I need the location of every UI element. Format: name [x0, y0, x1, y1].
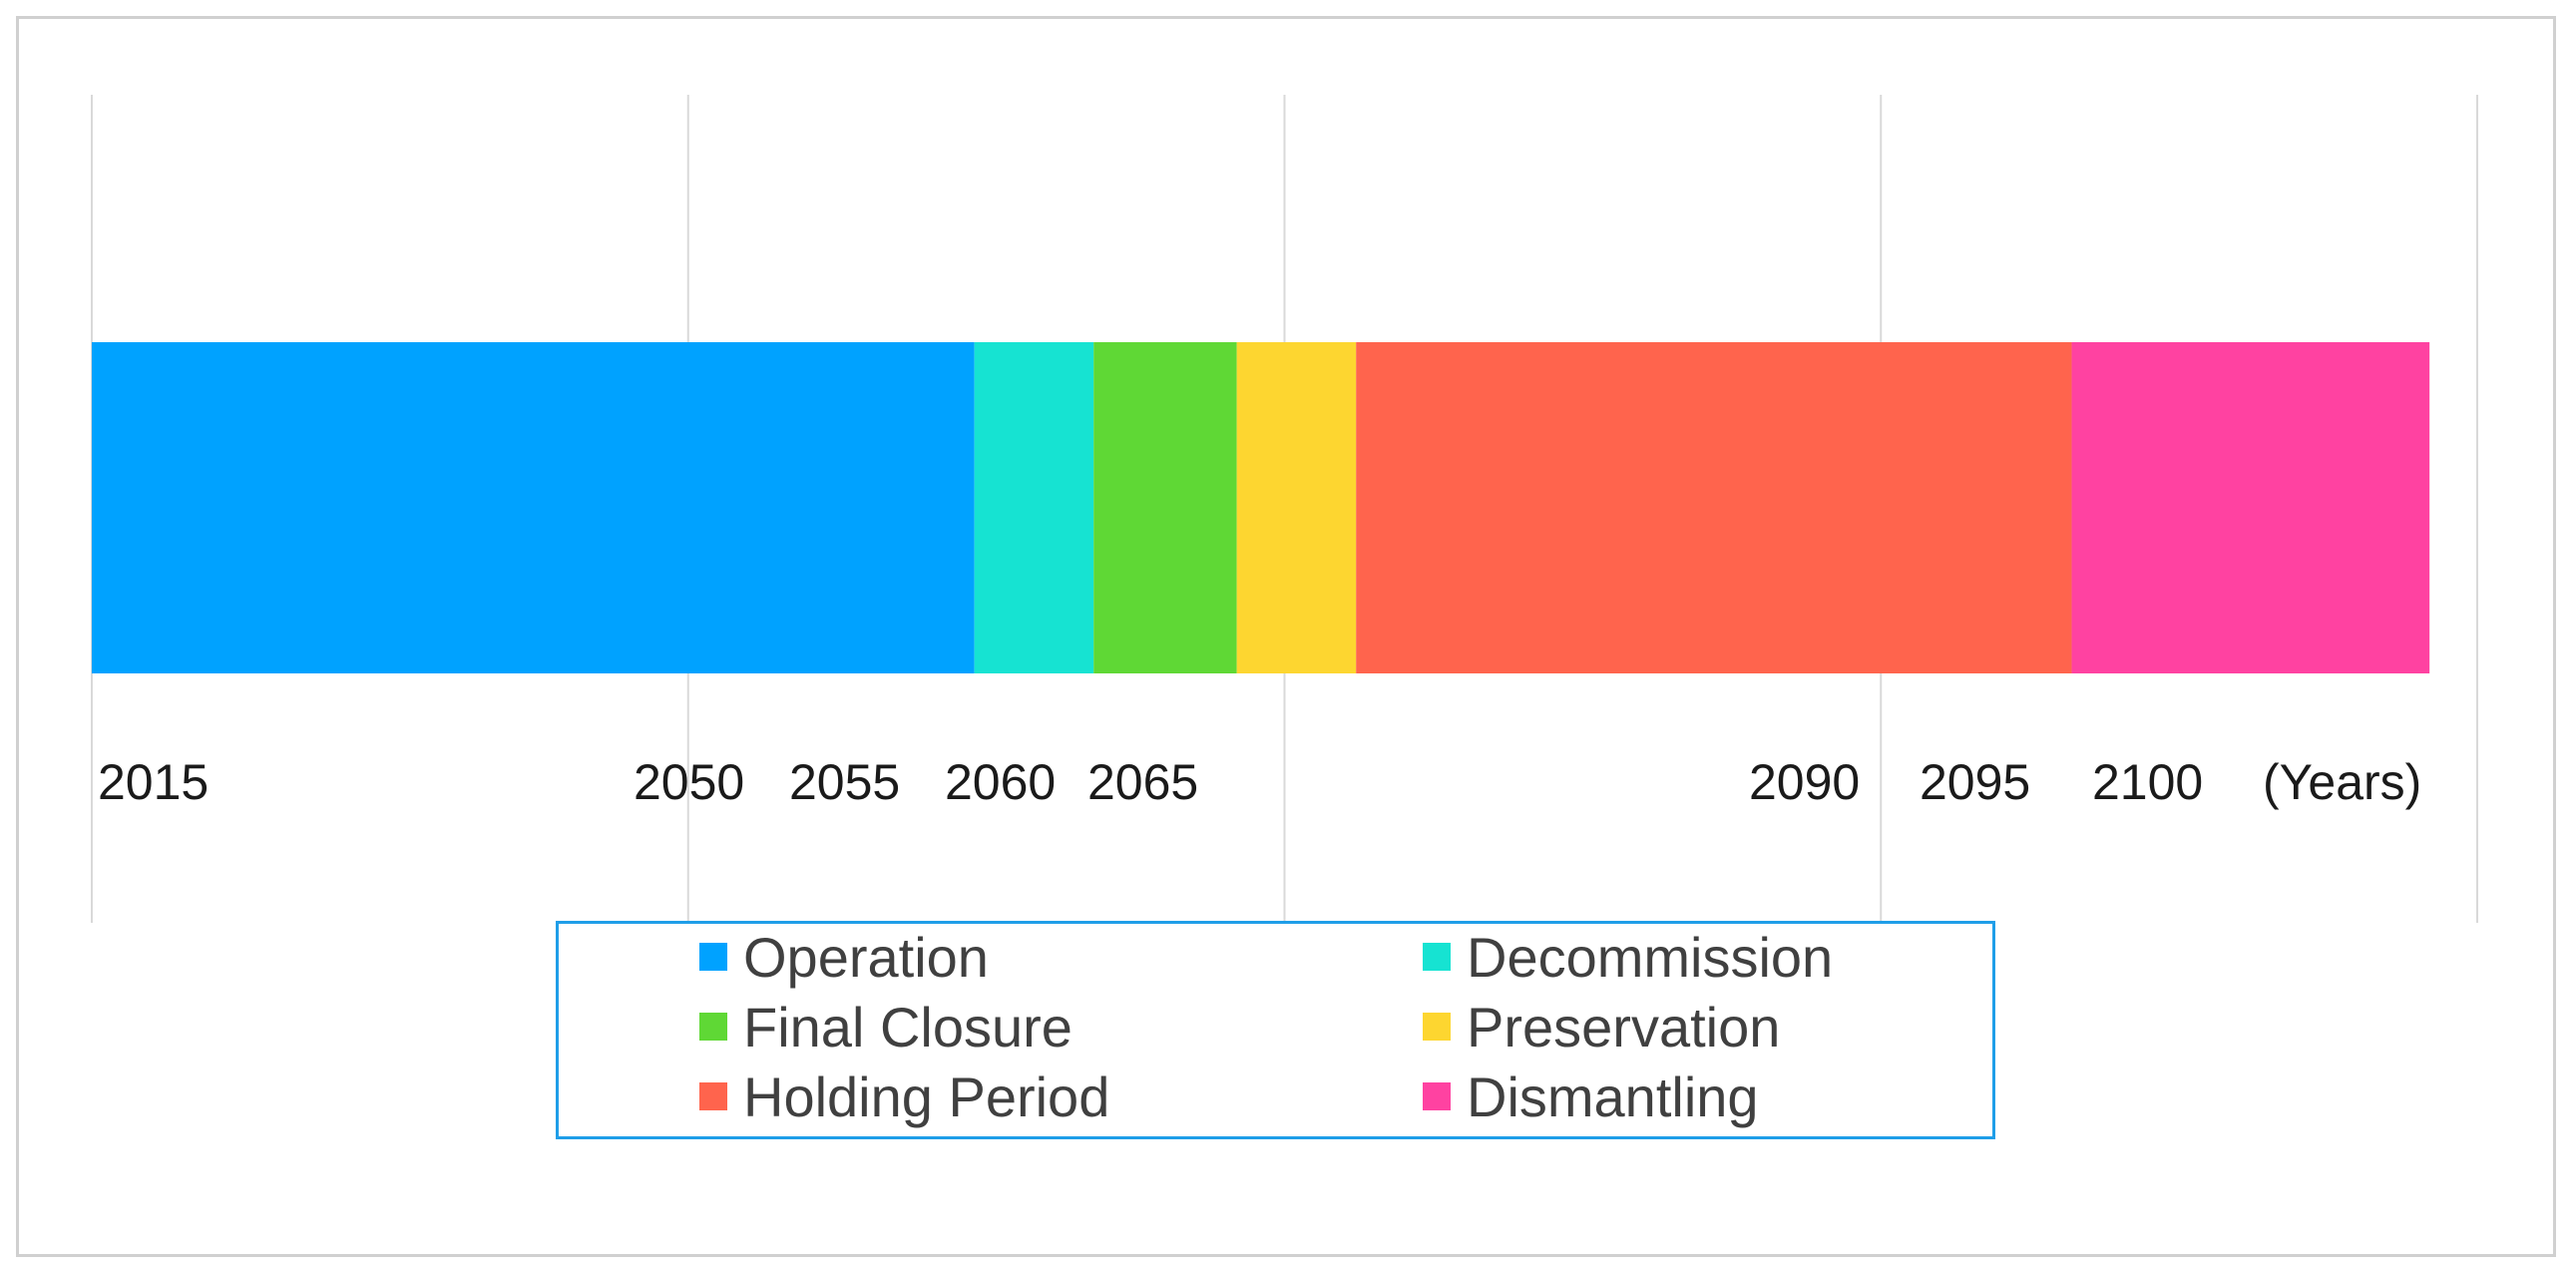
legend-item-preservation: Preservation: [1423, 994, 1780, 1060]
legend-label: Preservation: [1467, 995, 1781, 1059]
bar-segment-decommission: [974, 342, 1094, 673]
tick-label: 2095: [1920, 754, 2030, 810]
legend-label: Final Closure: [743, 995, 1073, 1059]
legend-swatch: [1423, 1013, 1451, 1041]
bar-segment-dismantling: [2071, 342, 2430, 673]
bar-segment-holding-period: [1356, 342, 2072, 673]
tick-label: 2050: [634, 754, 744, 810]
tick-label: 2065: [1087, 754, 1198, 810]
bar-segment-preservation: [1236, 342, 1357, 673]
tick-label: 2055: [789, 754, 900, 810]
legend-swatch: [699, 1082, 727, 1110]
tick-label: 2100: [2092, 754, 2203, 810]
legend-item-operation: Operation: [699, 924, 989, 990]
legend-label: Holding Period: [743, 1064, 1110, 1128]
legend-item-holding-period: Holding Period: [699, 1063, 1109, 1129]
legend-label: Operation: [743, 925, 989, 989]
legend-swatch: [1423, 1082, 1451, 1110]
legend: Operation Decommission Final Closure Pre…: [556, 921, 1995, 1139]
legend-swatch: [699, 943, 727, 971]
tick-labels: 2015 2050 2055 2060 2065 2090 2095 2100 (Years): [98, 754, 2421, 810]
bar-segment-operation: [92, 342, 975, 673]
legend-swatch: [1423, 943, 1451, 971]
legend-item-dismantling: Dismantling: [1423, 1063, 1759, 1129]
bar-segments: [92, 342, 2430, 673]
axis-unit-label: (Years): [2263, 754, 2421, 810]
tick-label: 2060: [945, 754, 1056, 810]
tick-label: 2090: [1749, 754, 1860, 810]
tick-label: 2015: [98, 754, 209, 810]
legend-item-decommission: Decommission: [1423, 924, 1833, 990]
legend-swatch: [699, 1013, 727, 1041]
legend-label: Dismantling: [1467, 1064, 1759, 1128]
bar-segment-final-closure: [1093, 342, 1237, 673]
legend-item-final-closure: Final Closure: [699, 994, 1073, 1060]
legend-label: Decommission: [1467, 925, 1834, 989]
